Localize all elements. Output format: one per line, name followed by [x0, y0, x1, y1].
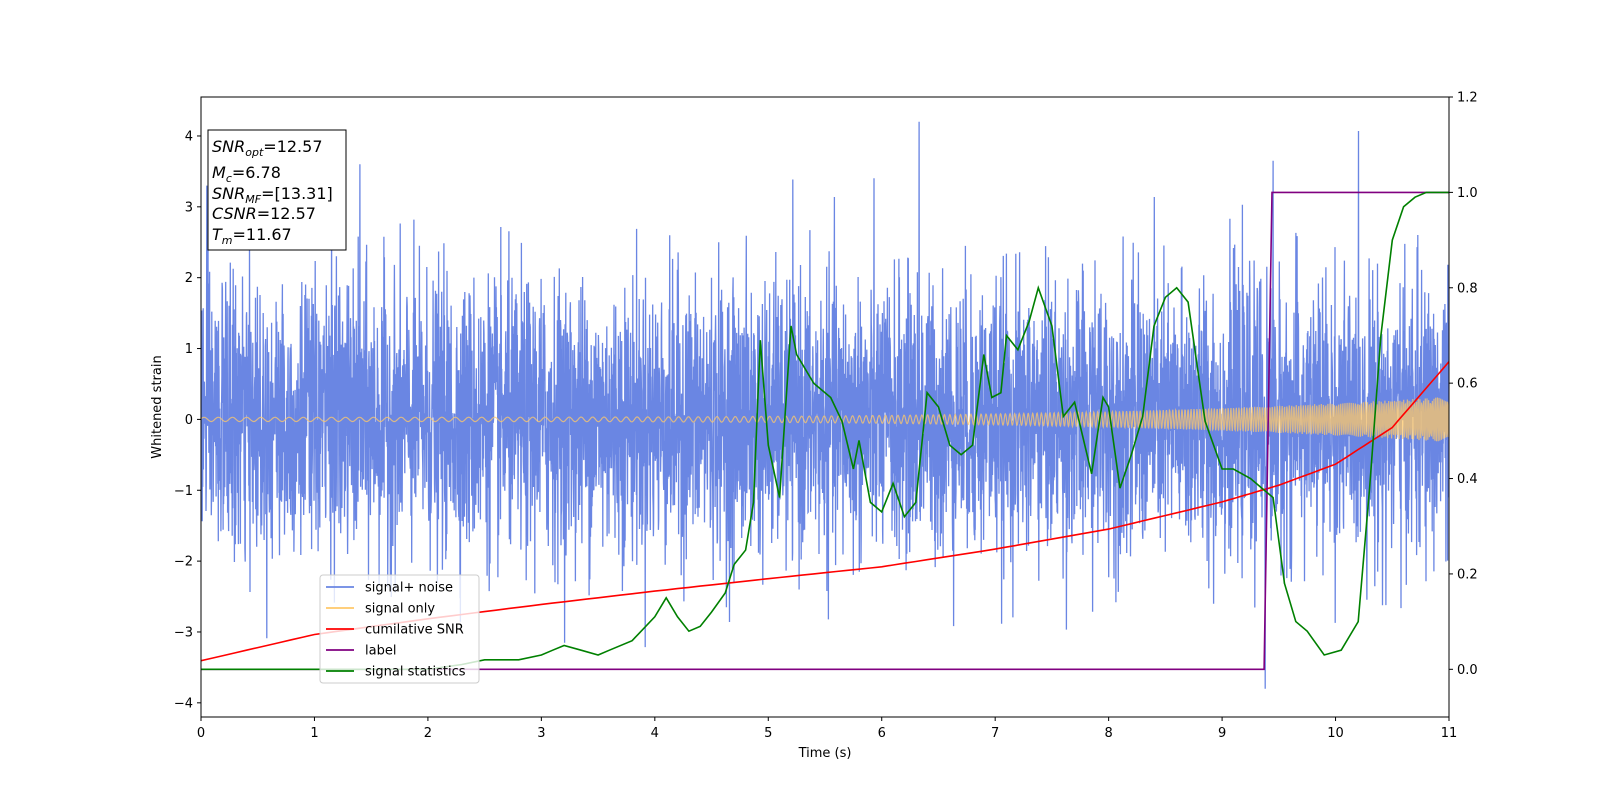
y-axis-right: 1.2 1.0 0.8 0.6 0.4 0.2 0.0 [1449, 91, 1478, 678]
legend-signal-only-label: signal only [365, 602, 435, 617]
y-left-tick-label: −1 [174, 484, 193, 499]
legend-frame [319, 574, 480, 684]
info-box-frame [207, 129, 347, 251]
y-axis-left: 4 3 2 1 0 −1 −2 −3 −4 [174, 129, 201, 711]
y-left-tick-label: −2 [174, 555, 193, 570]
info-box-line: Mc=6.78 [212, 163, 281, 185]
x-axis: 0 1 2 3 4 5 6 7 8 9 10 11 [197, 717, 1457, 741]
x-tick-label: 11 [1441, 726, 1458, 741]
y-right-tick-label: 1.0 [1457, 186, 1478, 201]
y-right-tick-label: 1.2 [1457, 91, 1478, 106]
y-right-tick-label: 0.8 [1457, 281, 1478, 296]
x-tick-label: 0 [197, 726, 205, 741]
info-box: SNRopt=12.57 Mc=6.78SNRMF=[13.31]CSNR=12.… [207, 129, 347, 251]
legend-label-label: label [365, 644, 396, 659]
x-tick-label: 3 [537, 726, 545, 741]
y-left-tick-label: −4 [174, 696, 193, 711]
y-right-tick-label: 0.2 [1457, 567, 1478, 582]
series-line-signal-only [201, 397, 1449, 442]
x-tick-label: 6 [878, 726, 886, 741]
info-box-line: Tm=11.67 [212, 225, 292, 247]
y-left-tick-label: 1 [185, 342, 193, 357]
legend-signal-statistics-label: signal statistics [365, 665, 466, 680]
series-line-signal-statistics [201, 191, 1449, 671]
x-tick-label: 4 [651, 726, 659, 741]
y-left-tick-label: 0 [185, 413, 193, 428]
x-tick-label: 10 [1327, 726, 1344, 741]
series-layer [201, 121, 1449, 689]
y-right-tick-label: 0.4 [1457, 472, 1478, 487]
y-axis-label: Whitened strain [150, 355, 165, 458]
y-left-tick-label: −3 [174, 625, 193, 640]
x-tick-label: 1 [310, 726, 318, 741]
x-axis-label: Time (s) [798, 746, 852, 761]
x-tick-label: 8 [1104, 726, 1112, 741]
info-box-line: CSNR=12.57 [212, 204, 316, 223]
x-tick-label: 2 [424, 726, 432, 741]
x-tick-label: 7 [991, 726, 999, 741]
info-box-line: SNRMF=[13.31] [212, 184, 333, 206]
plot-area-frame [200, 96, 1450, 718]
x-tick-label: 9 [1218, 726, 1226, 741]
series-line-label [201, 191, 1449, 671]
y-left-tick-label: 4 [185, 129, 193, 144]
legend-signal-noise-label: signal+ noise [365, 581, 453, 596]
series-line-signal-noise [201, 121, 1449, 689]
info-box-line: SNRopt=12.57 [212, 137, 323, 159]
y-left-tick-label: 2 [185, 271, 193, 286]
y-left-tick-label: 3 [185, 200, 193, 215]
legend-cumilative-snr-label: cumilative SNR [365, 623, 464, 638]
x-tick-label: 5 [764, 726, 772, 741]
y-right-tick-label: 0.6 [1457, 377, 1478, 392]
y-right-tick-label: 0.0 [1457, 663, 1478, 678]
legend: signal+ noise signal only cumilative SNR la… [319, 574, 480, 684]
